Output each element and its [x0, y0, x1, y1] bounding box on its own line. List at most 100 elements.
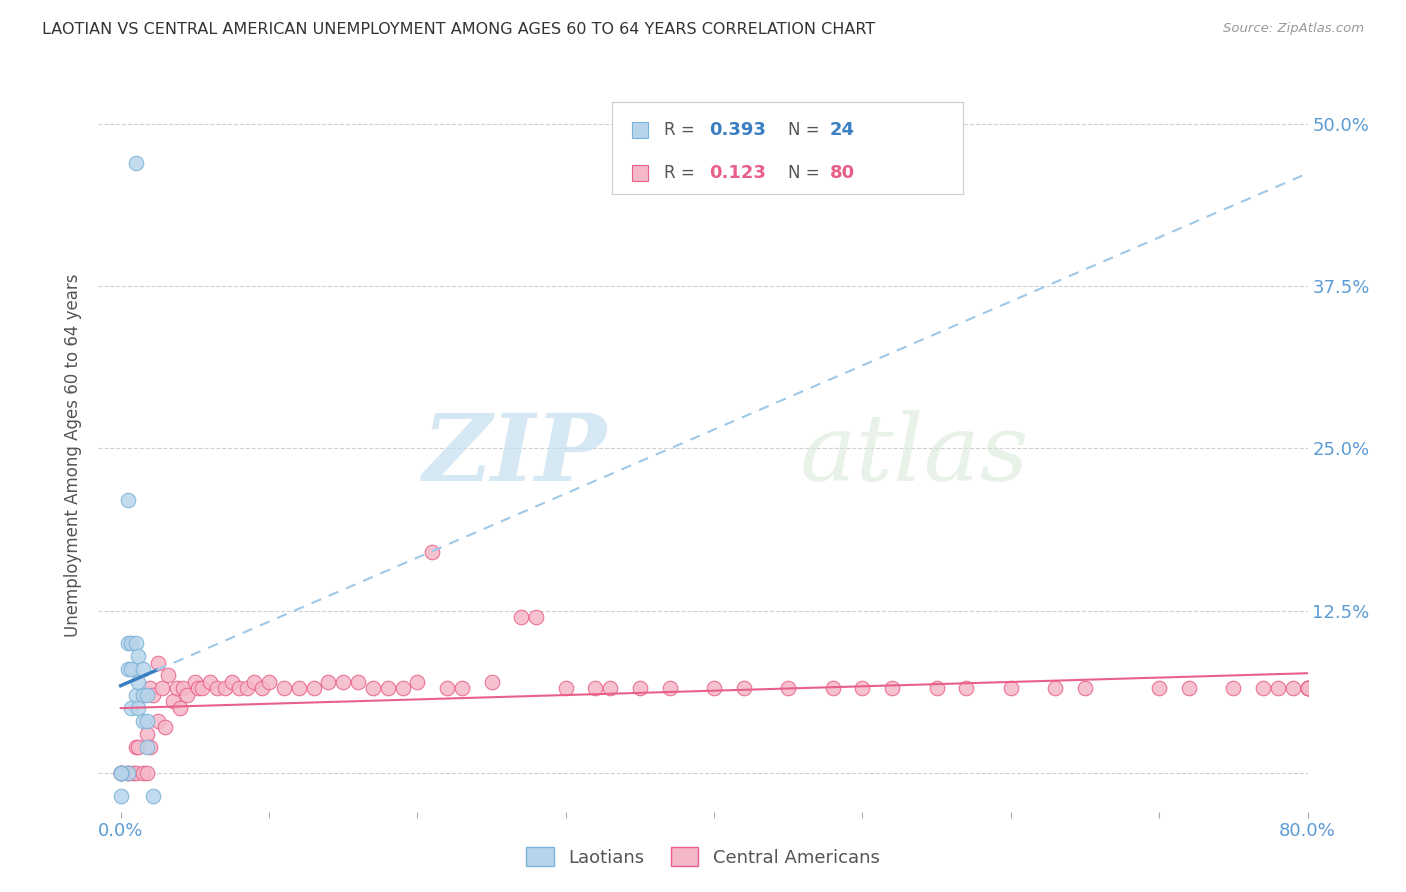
Point [127, 675, 149, 690]
Point [132, 688, 155, 702]
Point [169, 701, 191, 715]
Point [117, 765, 139, 780]
Text: R =: R = [664, 121, 700, 139]
Point [120, 701, 142, 715]
Point [302, 681, 325, 696]
Point [166, 681, 188, 696]
Point [124, 765, 146, 780]
Point [120, 636, 142, 650]
Point [361, 681, 384, 696]
Point [1296, 681, 1319, 696]
Point [332, 675, 354, 690]
Text: atlas: atlas [800, 410, 1029, 500]
Text: N =: N = [787, 164, 824, 182]
Text: 0.393: 0.393 [709, 121, 766, 139]
Point [124, 688, 146, 702]
Point [1045, 681, 1067, 696]
Point [1222, 681, 1244, 696]
Point [420, 545, 443, 559]
Point [117, 636, 139, 650]
Point [127, 739, 149, 754]
Point [955, 681, 977, 696]
Point [250, 681, 273, 696]
Point [1251, 681, 1274, 696]
Point [172, 681, 194, 696]
Point [391, 681, 413, 696]
Point [184, 675, 207, 690]
Point [157, 668, 180, 682]
Point [136, 714, 159, 728]
Point [778, 681, 800, 696]
Text: N =: N = [787, 121, 824, 139]
Point [110, 765, 132, 780]
Point [139, 681, 162, 696]
Point [851, 681, 873, 696]
Point [436, 681, 458, 696]
Point [205, 681, 228, 696]
Point [110, 765, 132, 780]
Point [1178, 681, 1201, 696]
Y-axis label: Unemployment Among Ages 60 to 64 years: Unemployment Among Ages 60 to 64 years [63, 273, 82, 637]
Point [127, 701, 149, 715]
Point [117, 662, 139, 676]
Text: ZIP: ZIP [422, 410, 606, 500]
Point [139, 739, 162, 754]
Point [146, 714, 169, 728]
Point [1296, 681, 1319, 696]
Point [228, 681, 250, 696]
Text: LAOTIAN VS CENTRAL AMERICAN UNEMPLOYMENT AMONG AGES 60 TO 64 YEARS CORRELATION C: LAOTIAN VS CENTRAL AMERICAN UNEMPLOYMENT… [42, 22, 876, 37]
Point [257, 675, 280, 690]
Point [882, 681, 904, 696]
Point [318, 675, 340, 690]
Point [1074, 681, 1097, 696]
Point [599, 681, 621, 696]
Point [150, 681, 173, 696]
Point [554, 681, 576, 696]
Point [110, 765, 132, 780]
Point [176, 688, 198, 702]
Point [117, 765, 139, 780]
Text: R =: R = [664, 164, 700, 182]
Point [377, 681, 399, 696]
Point [703, 681, 725, 696]
Point [406, 675, 429, 690]
Point [1147, 681, 1170, 696]
Point [132, 662, 155, 676]
Point [221, 675, 243, 690]
Point [510, 610, 533, 624]
Point [658, 681, 681, 696]
Point [142, 688, 165, 702]
Point [191, 681, 214, 696]
Point [110, 789, 132, 804]
Text: Source: ZipAtlas.com: Source: ZipAtlas.com [1223, 22, 1364, 36]
Point [162, 694, 184, 708]
Point [132, 765, 155, 780]
Point [142, 789, 165, 804]
Point [214, 681, 236, 696]
Point [153, 720, 176, 734]
Point [198, 675, 221, 690]
Point [110, 765, 132, 780]
Point [243, 675, 266, 690]
Point [117, 493, 139, 508]
Point [733, 681, 755, 696]
Text: 24: 24 [830, 121, 855, 139]
Point [1296, 681, 1319, 696]
Point [132, 688, 155, 702]
Point [287, 681, 309, 696]
Point [1296, 681, 1319, 696]
Point [136, 727, 159, 741]
FancyBboxPatch shape [612, 102, 963, 194]
Legend: Laotians, Central Americans: Laotians, Central Americans [519, 840, 887, 874]
Point [120, 662, 142, 676]
Point [628, 681, 651, 696]
Point [925, 681, 948, 696]
Text: 0.123: 0.123 [709, 164, 766, 182]
Point [124, 156, 146, 170]
Point [273, 681, 295, 696]
Point [583, 681, 606, 696]
Point [1281, 681, 1303, 696]
Point [110, 765, 132, 780]
Point [236, 681, 259, 696]
Point [146, 656, 169, 670]
